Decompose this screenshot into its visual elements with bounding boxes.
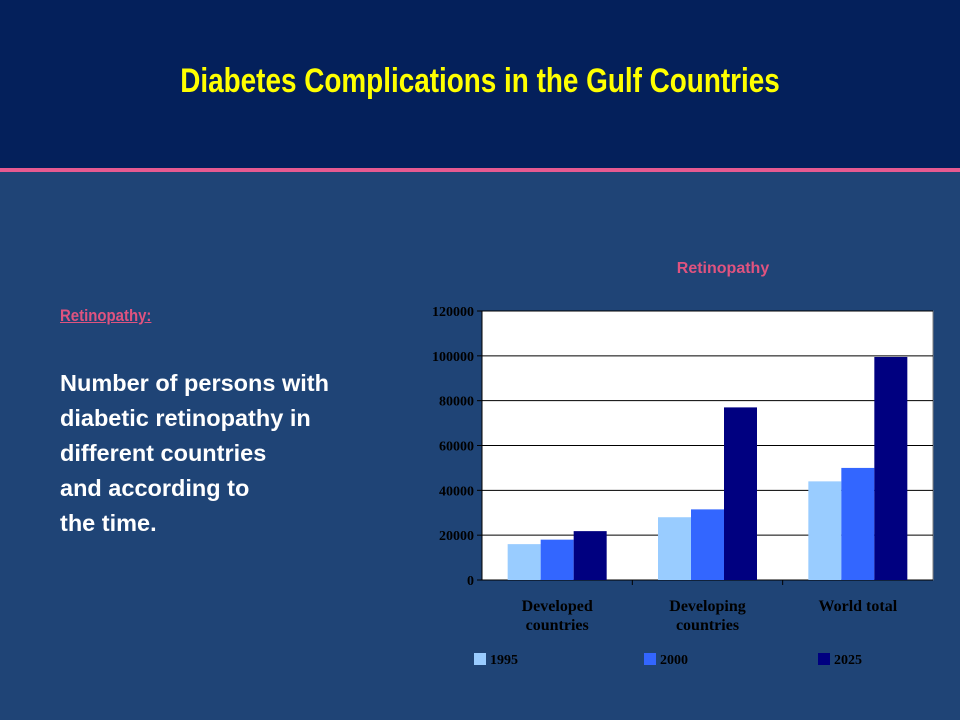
body-text: Number of persons with diabetic retinopa… (60, 370, 329, 536)
category-label: Developed (522, 598, 593, 615)
title-bar (0, 0, 960, 168)
legend-swatch-2000 (644, 653, 656, 665)
category-label: World total (818, 598, 897, 615)
y-tick-label: 120000 (432, 305, 474, 320)
category-label: Developing (669, 598, 745, 615)
bar-2000-2 (841, 467, 875, 580)
bar-1995-0 (507, 544, 541, 580)
category-label: countries (676, 617, 739, 634)
category-label: countries (526, 617, 589, 634)
bar-2025-2 (874, 356, 908, 580)
legend-label-2025: 2025 (834, 653, 862, 668)
section-heading: Retinopathy: (60, 306, 152, 325)
legend-label-2000: 2000 (660, 653, 688, 668)
bar-1995-2 (808, 481, 842, 580)
y-tick-label: 20000 (439, 529, 474, 544)
bar-1995-1 (658, 517, 691, 580)
bar-2000-1 (691, 509, 724, 580)
y-tick-label: 40000 (439, 484, 474, 499)
chart-title: Retinopathy (676, 260, 770, 277)
legend-swatch-1995 (474, 653, 486, 665)
bar-2025-0 (573, 531, 607, 580)
bar-2000-0 (540, 539, 574, 580)
legend-label-1995: 1995 (490, 653, 518, 668)
y-tick-label: 0 (467, 574, 474, 589)
y-tick-label: 60000 (439, 440, 474, 455)
y-tick-label: 80000 (439, 395, 474, 410)
bar-2025-1 (724, 407, 757, 580)
legend-swatch-2025 (818, 653, 830, 665)
bar-chart: 0 20000 40000 60000 80000 100000 120000 Develop… (432, 305, 934, 668)
y-tick-label: 100000 (432, 350, 474, 365)
title-divider (0, 168, 960, 172)
slide-title: Diabetes Complications in the Gulf Count… (180, 62, 780, 100)
